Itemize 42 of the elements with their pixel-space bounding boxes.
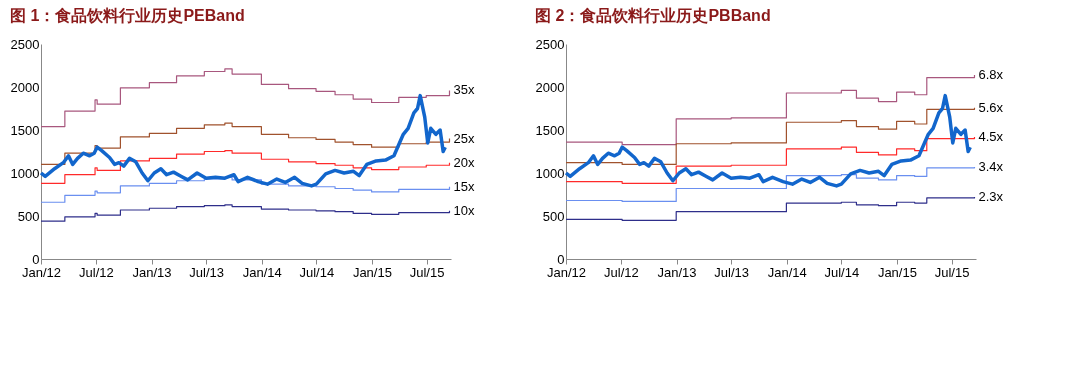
x-tick-label: Jan/13 <box>657 264 697 280</box>
x-tick-label: Jul/13 <box>189 264 224 280</box>
x-tick-label: Jan/13 <box>132 264 172 280</box>
line-series <box>39 93 448 188</box>
y-tick-label: 1500 <box>10 122 40 138</box>
x-tick-label: Jan/14 <box>242 264 282 280</box>
x-tick-label: Jul/12 <box>604 264 639 280</box>
x-tick-label: Jan/12 <box>546 264 587 280</box>
chart-title: 图 1：食品饮料行业历史PEBand <box>10 7 245 24</box>
line-series <box>564 93 973 188</box>
x-tick-label: Jul/14 <box>299 264 335 280</box>
series-label: 3.4x <box>978 158 1004 174</box>
y-tick-label: 500 <box>17 208 40 224</box>
x-tick-label: Jan/15 <box>352 264 392 280</box>
x-tick-label: Jan/15 <box>877 264 917 280</box>
series-label: 35x <box>453 82 475 98</box>
series-label: 15x <box>453 178 475 194</box>
series-label: 20x <box>453 154 475 170</box>
series-label: 6.8x <box>978 66 1004 82</box>
y-tick-label: 2000 <box>10 79 40 95</box>
y-tick-label: 1000 <box>10 165 40 181</box>
x-tick-label: Jan/12 <box>21 264 62 280</box>
series-label: 4.5x <box>978 128 1004 144</box>
y-tick-label: 1500 <box>535 122 565 138</box>
x-tick-label: Jul/13 <box>714 264 749 280</box>
series-label: 10x <box>453 202 475 218</box>
y-tick-label: 500 <box>542 208 565 224</box>
chart-title: 图 2：食品饮料行业历史PBBand <box>535 7 771 24</box>
y-tick-label: 2500 <box>10 36 40 52</box>
series-label: 2.3x <box>978 189 1004 205</box>
x-tick-label: Jul/15 <box>934 264 970 280</box>
x-tick-label: Jan/14 <box>767 264 807 280</box>
y-tick-label: 2000 <box>535 79 565 95</box>
y-tick-label: 0 <box>32 251 40 267</box>
y-tick-label: 0 <box>557 251 565 267</box>
x-tick-label: Jul/14 <box>824 264 860 280</box>
series-label: 5.6x <box>978 99 1004 115</box>
x-tick-label: Jul/15 <box>409 264 445 280</box>
y-tick-label: 2500 <box>535 36 565 52</box>
y-tick-label: 1000 <box>535 165 565 181</box>
series-label: 25x <box>453 130 475 146</box>
x-tick-label: Jul/12 <box>79 264 114 280</box>
